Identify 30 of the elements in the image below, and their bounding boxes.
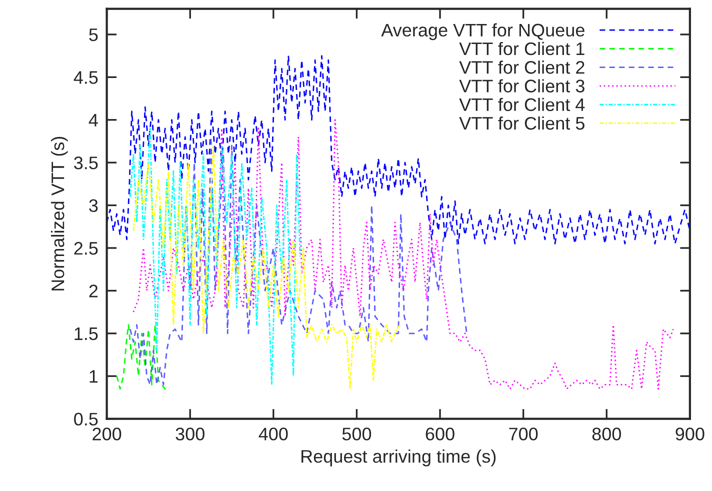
y-tick-label: 1 [90, 370, 98, 383]
y-tick-label: 2.5 [74, 242, 98, 255]
y-tick-label: 5 [89, 28, 98, 42]
line-series [129, 128, 301, 386]
legend-label: VTT for Client 1 [459, 42, 584, 56]
legend-label: VTT for Client 3 [459, 79, 584, 92]
x-tick-label: 400 [258, 428, 288, 440]
x-tick-label: 300 [176, 428, 204, 440]
legend-label: VTT for Client 5 [459, 116, 584, 130]
x-tick-label: 500 [342, 428, 372, 440]
y-tick-label: 1.5 [74, 328, 98, 340]
x-tick-label: 600 [426, 428, 454, 440]
x-tick-label: 200 [92, 428, 122, 440]
y-tick-label: 4.5 [74, 71, 98, 84]
legend-label: VTT for Client 4 [459, 98, 585, 112]
legend-label: Average VTT for NQueue [381, 23, 584, 40]
y-tick-label: 0.5 [74, 412, 98, 426]
x-tick-label: 800 [592, 428, 621, 440]
y-tick-label: 3 [89, 199, 98, 212]
y-axis-title: Normalized VTT (s) [50, 136, 68, 290]
x-tick-label: 700 [509, 428, 538, 440]
line-series [106, 55, 690, 244]
y-tick-label: 3.5 [74, 156, 98, 170]
x-axis-title: Request arriving time (s) [302, 450, 496, 466]
y-tick-label: 4 [88, 114, 98, 126]
y-tick-label: 2 [89, 284, 98, 298]
legend-label: VTT for Client 2 [459, 60, 584, 74]
line-series [129, 136, 468, 386]
line-series [132, 144, 401, 390]
x-tick-label: 900 [676, 428, 704, 440]
